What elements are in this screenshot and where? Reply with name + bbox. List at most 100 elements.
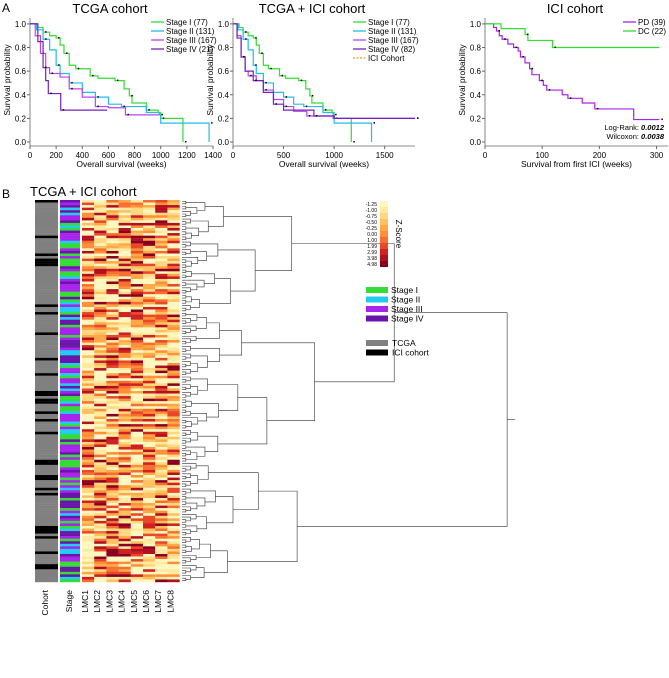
heatmap-cell	[82, 408, 95, 412]
cohort-cell	[35, 240, 58, 244]
cohort-cell	[35, 393, 58, 397]
heatmap-cell	[167, 261, 180, 264]
stage-legend-swatch	[366, 306, 388, 312]
heatmap-cell	[155, 202, 168, 206]
cohort-cell	[35, 556, 58, 560]
heatmap-cell	[106, 548, 119, 552]
heatmap-cell	[167, 482, 180, 486]
heatmap-cell	[94, 487, 107, 491]
heatmap-cell	[82, 248, 95, 252]
stage-cell	[60, 368, 80, 371]
stage-cell	[60, 289, 80, 292]
heatmap-cell	[167, 523, 180, 527]
x-tick-label: 200	[593, 151, 607, 160]
cohort-cell	[35, 248, 58, 252]
heatmap-cell	[118, 205, 131, 208]
heatmap-cell	[106, 553, 119, 557]
stage-legend-label: Stage I	[391, 285, 418, 295]
cohort-cell	[35, 447, 58, 450]
heatmap-cell	[82, 553, 95, 557]
stage-cell	[60, 248, 80, 252]
heatmap-cell	[143, 250, 156, 254]
stage-cell	[60, 347, 80, 351]
cohort-cell	[35, 503, 58, 506]
cohort-cell	[35, 520, 58, 524]
heatmap-cell	[167, 235, 180, 239]
censor-mark	[245, 38, 247, 40]
heatmap-cell	[167, 548, 180, 552]
cohort-cell	[35, 566, 58, 570]
stage-cell	[60, 556, 80, 560]
colorbar-segment	[380, 243, 388, 249]
dendrogram-branch	[182, 251, 187, 256]
heatmap-cell	[130, 200, 144, 203]
heatmap-cell	[155, 243, 168, 247]
heatmap-cell	[94, 273, 107, 277]
heatmap-cell	[94, 253, 107, 257]
heatmap-cell	[167, 334, 180, 338]
heatmap-cell	[106, 495, 119, 499]
heatmap-cell	[118, 431, 131, 435]
heatmap-cell	[130, 215, 144, 219]
heatmap-cell	[167, 421, 180, 425]
heatmap-cell	[155, 556, 168, 560]
heatmap-cell	[118, 334, 131, 338]
heatmap-cell	[82, 454, 95, 458]
heatmap-cell	[130, 276, 144, 280]
heatmap-cell	[167, 238, 180, 241]
heatmap-cell	[167, 319, 180, 323]
censor-mark	[51, 72, 54, 75]
heatmap-cell	[118, 345, 131, 348]
heatmap-cell	[167, 508, 180, 511]
heatmap-cell	[82, 556, 95, 560]
heatmap-cell	[106, 462, 119, 466]
stage-cell	[60, 571, 80, 575]
heatmap-cell	[82, 398, 95, 402]
cohort-cell	[35, 541, 58, 544]
heatmap-cell	[155, 505, 168, 509]
dendrogram-branch	[182, 206, 187, 210]
heatmap-cell	[143, 385, 156, 389]
heatmap-cell	[94, 525, 107, 529]
cohort-cell	[35, 444, 58, 448]
heatmap-cell	[167, 309, 180, 313]
plot-title: TCGA + ICI cohort	[259, 1, 366, 16]
censor-mark	[211, 122, 213, 124]
heatmap-cell	[94, 205, 107, 208]
dendrogram-branch	[204, 206, 224, 227]
heatmap-cell	[82, 469, 95, 473]
stage-cell	[60, 553, 80, 557]
dendrogram-branch	[217, 249, 256, 292]
dendrogram-branch	[297, 312, 508, 527]
heatmap-cell	[143, 444, 156, 448]
heatmap-cell	[130, 258, 144, 262]
heatmap-cell	[155, 548, 168, 552]
heatmap-cell	[130, 576, 144, 580]
heatmap-cell	[106, 238, 119, 241]
heatmap-cell	[143, 357, 156, 361]
stage-cell	[60, 365, 80, 369]
heatmap-cell	[155, 345, 168, 348]
heatmap-cell	[143, 439, 156, 443]
heatmap-cell	[167, 360, 180, 364]
heatmap-cell	[143, 485, 156, 488]
heatmap-cell	[82, 314, 95, 318]
heatmap-cell	[94, 296, 107, 300]
heatmap-cell	[106, 464, 119, 468]
dendrogram-branch	[182, 506, 191, 511]
dendrogram-branch	[204, 550, 228, 573]
censor-mark	[161, 113, 163, 116]
heatmap-cell	[82, 421, 95, 425]
censor-mark	[65, 52, 68, 54]
stage-cell	[60, 383, 80, 387]
dendrogram-branch	[182, 539, 187, 543]
heatmap-cell	[143, 228, 156, 231]
stage-cell	[60, 441, 80, 445]
colorbar-segment	[380, 237, 388, 243]
cohort-cell	[35, 289, 58, 292]
heatmap-cell	[94, 217, 107, 221]
heatmap-cell	[155, 571, 168, 575]
heatmap-cell	[143, 497, 156, 501]
heatmap-cell	[143, 472, 156, 476]
heatmap-cell	[155, 485, 168, 488]
